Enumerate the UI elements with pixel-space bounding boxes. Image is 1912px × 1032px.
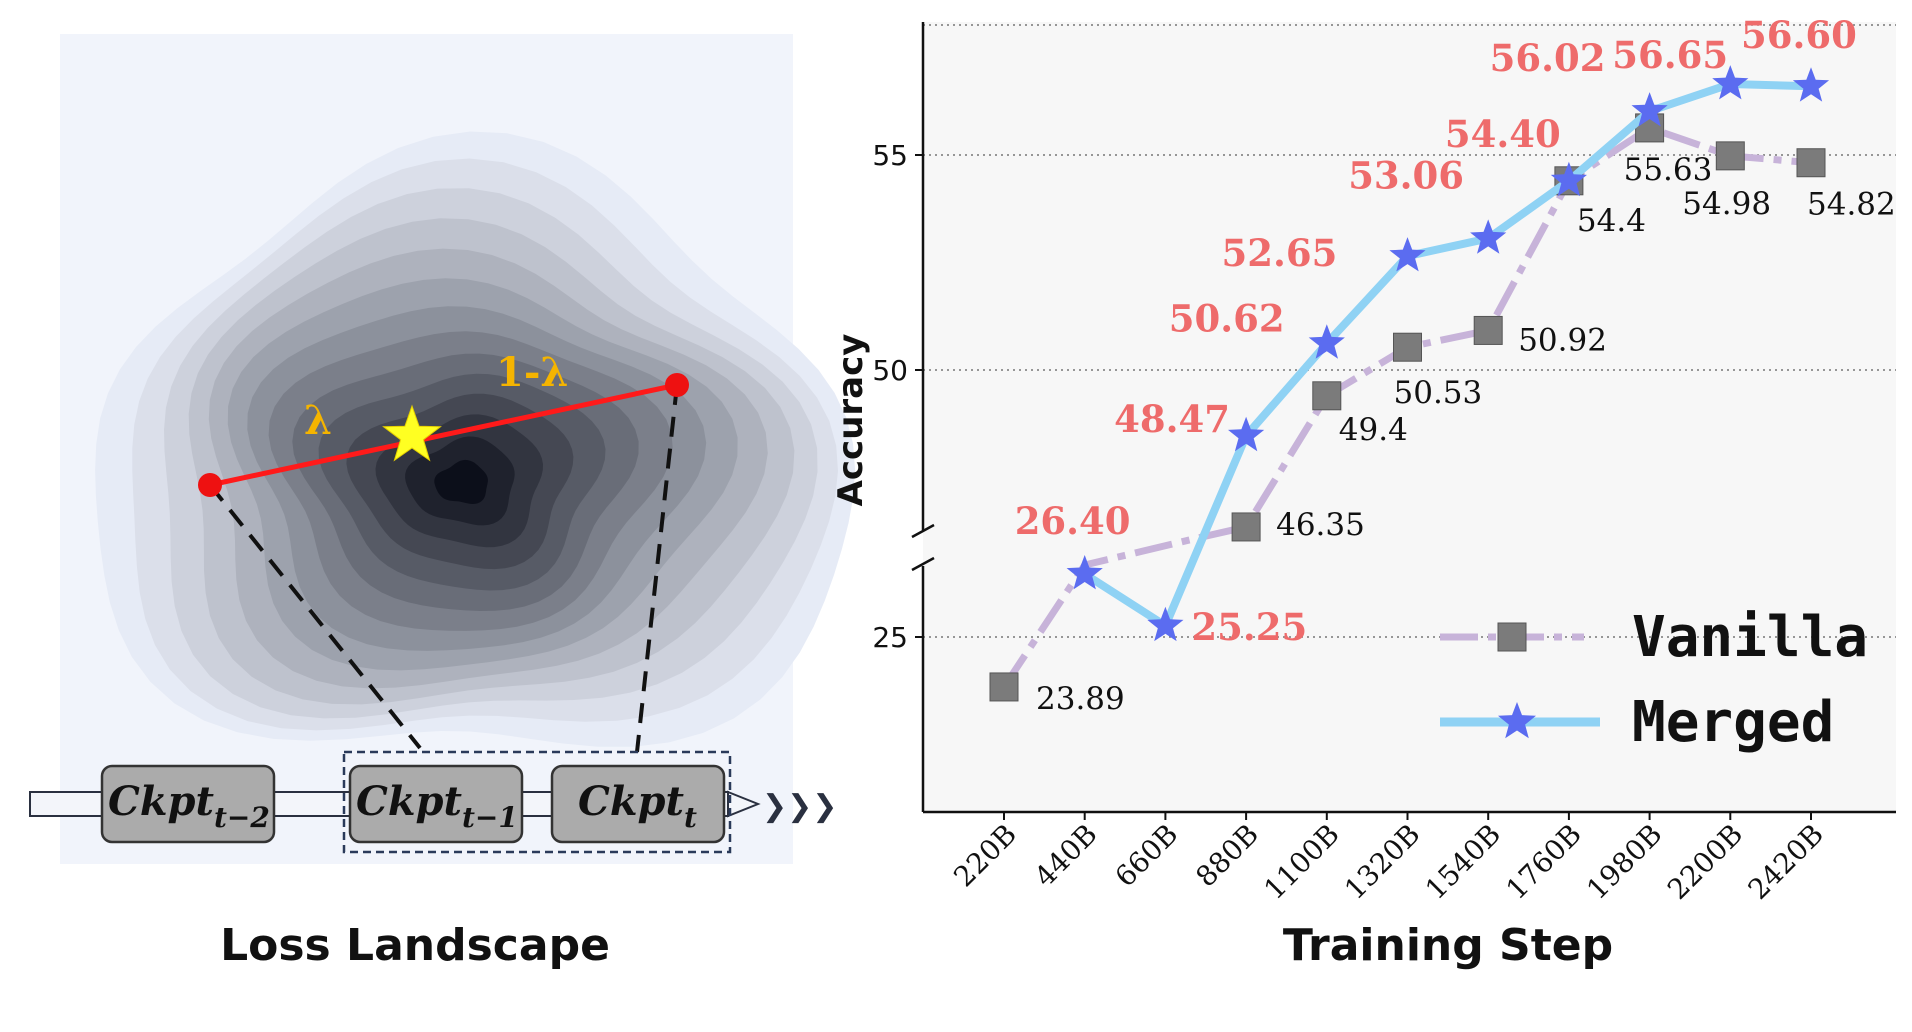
gridlines — [923, 24, 1896, 638]
lambda-label: λ — [304, 397, 332, 444]
vanilla-data-label: 50.92 — [1518, 322, 1607, 358]
axis-break-mark-bottom — [911, 556, 935, 572]
x-tick-label: 1100B — [1257, 818, 1345, 906]
x-tick-label: 1320B — [1338, 818, 1426, 906]
y-ticks: 25 50 55 — [872, 139, 923, 654]
connector-line-left — [208, 483, 422, 750]
vanilla-square-marker — [1231, 512, 1261, 542]
y-axis-title: Accuracy — [831, 334, 871, 507]
loss-contours — [95, 131, 856, 747]
vanilla-square-marker — [1473, 315, 1503, 345]
checkpoint-label: Ckpt — [356, 778, 463, 825]
merged-data-label: 48.47 — [1114, 397, 1230, 441]
vanilla-data-label: 54.82 — [1807, 187, 1896, 223]
checkpoint-subscript: t−2 — [214, 801, 270, 834]
svg-text:Ckptt: Ckptt — [578, 778, 697, 834]
merged-data-label: 25.25 — [1191, 605, 1307, 649]
x-axis-title: Training Step — [1283, 920, 1613, 971]
x-tick-label: 1540B — [1419, 818, 1507, 906]
x-tick-label: 220B — [947, 818, 1023, 894]
x-tick-label: 660B — [1109, 818, 1185, 894]
merged-star-marker — [1066, 555, 1103, 590]
one-minus-lambda-label: 1-λ — [496, 349, 568, 396]
merged-star-marker — [1631, 92, 1668, 127]
merged-data-label: 53.06 — [1348, 153, 1464, 197]
axis-break-mark-top — [911, 523, 935, 539]
checkpoint-label: Ckpt — [108, 778, 215, 825]
x-tick-label: 2420B — [1742, 818, 1830, 906]
legend-item-vanilla: Vanilla — [1440, 605, 1868, 670]
merged-star-marker — [1308, 324, 1345, 359]
vanilla-data-label: 54.98 — [1682, 186, 1771, 222]
svg-text:Ckptt−2: Ckptt−2 — [108, 778, 270, 834]
y-tick-label: 55 — [872, 139, 908, 172]
merged-data-label: 54.40 — [1445, 112, 1561, 156]
timeline-arrow-head — [727, 790, 761, 818]
svg-text:Ckptt−1: Ckptt−1 — [356, 778, 518, 834]
legend-label-vanilla: Vanilla — [1632, 605, 1868, 670]
checkpoint-point-right — [665, 373, 689, 397]
checkpoint-box-t-1: Ckptt−1 — [348, 764, 524, 844]
legend-square-marker-icon — [1497, 622, 1527, 652]
checkpoint-point-left — [198, 473, 222, 497]
merged-data-label: 56.02 — [1490, 36, 1606, 80]
merged-star-marker — [1792, 67, 1830, 102]
legend-label-merged: Merged — [1632, 690, 1834, 755]
merged-data-label: 56.65 — [1612, 33, 1728, 77]
timeline-chevrons-icon: ❯❯❯ — [762, 789, 837, 824]
legend-item-merged: Merged — [1440, 690, 1834, 755]
vanilla-square-marker — [1796, 148, 1826, 178]
y-tick-label: 50 — [872, 354, 908, 387]
interpolation-line — [209, 382, 678, 488]
x-tick-label: 2200B — [1661, 818, 1749, 906]
merged-star-marker — [1470, 219, 1507, 254]
legend: Vanilla Merged — [1440, 605, 1868, 755]
merge-window-box — [342, 750, 732, 854]
connector-line-right — [635, 384, 679, 753]
series-merged — [1066, 65, 1830, 642]
merged-data-label: 56.60 — [1741, 13, 1857, 57]
series-vanilla — [989, 113, 1826, 702]
vanilla-data-label: 54.4 — [1577, 203, 1646, 239]
checkpoint-subscript: t−1 — [462, 801, 518, 834]
legend-star-marker-icon — [1498, 702, 1536, 739]
vanilla-square-marker — [1393, 332, 1422, 362]
vanilla-square-marker — [989, 672, 1019, 702]
y-tick-label: 25 — [872, 621, 908, 654]
merged-star-marker — [1389, 237, 1426, 272]
x-tick-label: 440B — [1028, 818, 1104, 894]
vanilla-square-marker — [1715, 141, 1745, 171]
merged-star-marker — [1147, 606, 1184, 642]
merged-data-label: 50.62 — [1169, 296, 1285, 340]
vanilla-data-label: 23.89 — [1036, 681, 1125, 717]
vanilla-data-label: 46.35 — [1276, 507, 1365, 543]
merged-star-marker — [1712, 65, 1749, 100]
merged-star-marker — [1228, 416, 1265, 452]
checkpoint-box-t: Ckptt — [550, 764, 726, 844]
vanilla-square-marker — [1312, 381, 1342, 411]
merged-data-label: 52.65 — [1222, 231, 1338, 275]
x-tick-label: 1760B — [1500, 818, 1588, 906]
series-line — [1082, 80, 1812, 630]
checkpoint-subscript: t — [684, 801, 697, 834]
checkpoint-label: Ckpt — [578, 778, 685, 825]
accuracy-chart: 25 50 55 220B 440B 660B 880B1100B1320B1540B17… — [831, 13, 1896, 971]
vanilla-data-label: 49.4 — [1339, 412, 1408, 448]
x-ticks: 220B 440B 660B 880B1100B1320B1540B1760B1980… — [947, 812, 1830, 906]
merged-data-label: 26.40 — [1015, 499, 1131, 543]
vanilla-data-label: 50.53 — [1394, 375, 1483, 411]
checkpoint-box-t-2: Ckptt−2 — [100, 764, 276, 844]
merged-point-star-icon — [382, 404, 442, 462]
left-panel-caption: Loss Landscape — [220, 920, 610, 971]
x-tick-label: 1980B — [1580, 818, 1668, 906]
contour-level — [434, 459, 488, 504]
vanilla-data-label: 55.63 — [1624, 152, 1713, 188]
x-tick-label: 880B — [1189, 818, 1265, 894]
loss-landscape-panel: λ 1-λ ❯❯❯ Ckptt−2 Ckptt−1 Ckptt Loss Lan… — [29, 34, 856, 971]
merged-star-marker — [1550, 161, 1587, 197]
